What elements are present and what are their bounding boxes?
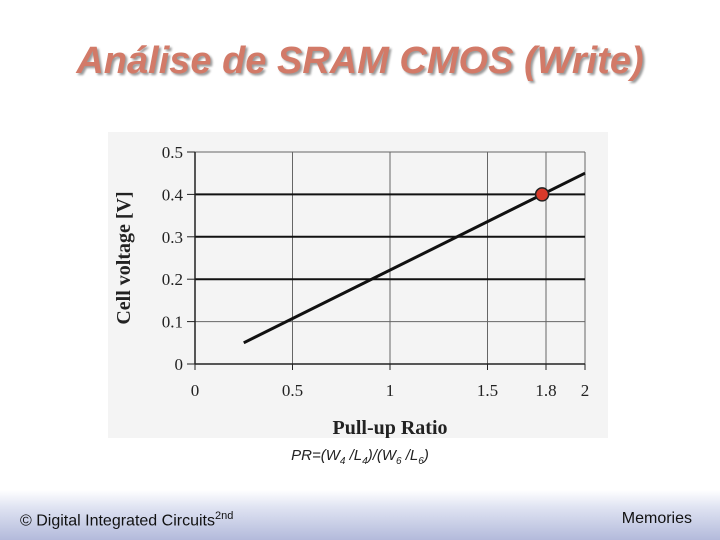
footer-copyright: © Digital Integrated Circuits2nd xyxy=(20,510,234,530)
pullup-ratio-chart: 0 0.1 0.2 0.3 0.4 0.5 0 0.5 1 1.5 1.8 2 Pull-up Rat… xyxy=(113,143,590,438)
y-tick-label: 0.1 xyxy=(162,313,183,332)
x-tick-label: 2 xyxy=(581,381,590,400)
pullup-ratio-formula: PR=(W4 /L4)/(W6 /L6) xyxy=(291,447,429,467)
grid-lines xyxy=(195,151,586,364)
slide-title: Análise de SRAM CMOS (Write) xyxy=(76,40,644,82)
y-tick-label: 0.2 xyxy=(162,270,183,289)
y-tick-label: 0.3 xyxy=(162,228,183,247)
y-tick-label: 0 xyxy=(175,355,184,374)
y-tick-label: 0.5 xyxy=(162,143,183,162)
chart-panel: 0 0.1 0.2 0.3 0.4 0.5 0 0.5 1 1.5 1.8 2 Pull-up Rat… xyxy=(108,132,608,438)
x-tick-label: 0 xyxy=(191,381,200,400)
x-tick-label: 1.5 xyxy=(477,381,498,400)
footer-bar: © Digital Integrated Circuits2nd Memorie… xyxy=(0,490,720,540)
axes xyxy=(187,151,586,370)
footer-section-name: Memories xyxy=(621,510,692,527)
series-line xyxy=(243,171,586,345)
x-axis-label: Pull-up Ratio xyxy=(332,417,447,438)
x-tick-label: 1 xyxy=(386,381,395,400)
tick-labels: 0 0.1 0.2 0.3 0.4 0.5 0 0.5 1 1.5 1.8 2 xyxy=(162,143,590,400)
y-axis-label: Cell voltage [V] xyxy=(113,191,135,324)
x-tick-label: 1.8 xyxy=(535,381,556,400)
y-tick-label: 0.4 xyxy=(162,185,184,204)
highlight-point xyxy=(534,187,550,202)
series-lines xyxy=(243,171,586,345)
x-tick-label: 0.5 xyxy=(282,381,303,400)
